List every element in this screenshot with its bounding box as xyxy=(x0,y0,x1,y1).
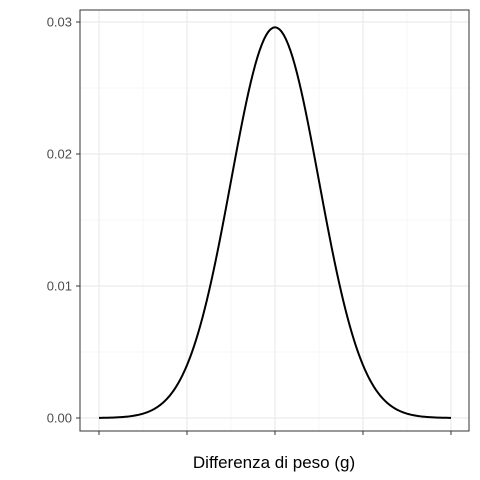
grid-minor xyxy=(80,10,469,431)
y-tick-label: 0.01 xyxy=(47,279,72,294)
y-tick-label: 0.03 xyxy=(47,15,72,30)
y-tick-label: 0.02 xyxy=(47,147,72,162)
y-tick-label: 0.00 xyxy=(47,411,72,426)
x-axis-title: Differenza di peso (g) xyxy=(193,453,355,472)
grid-major xyxy=(80,10,469,431)
x-axis xyxy=(98,431,452,435)
density-curve xyxy=(98,26,452,419)
y-axis: 0.00 0.01 0.02 0.03 xyxy=(47,15,80,426)
